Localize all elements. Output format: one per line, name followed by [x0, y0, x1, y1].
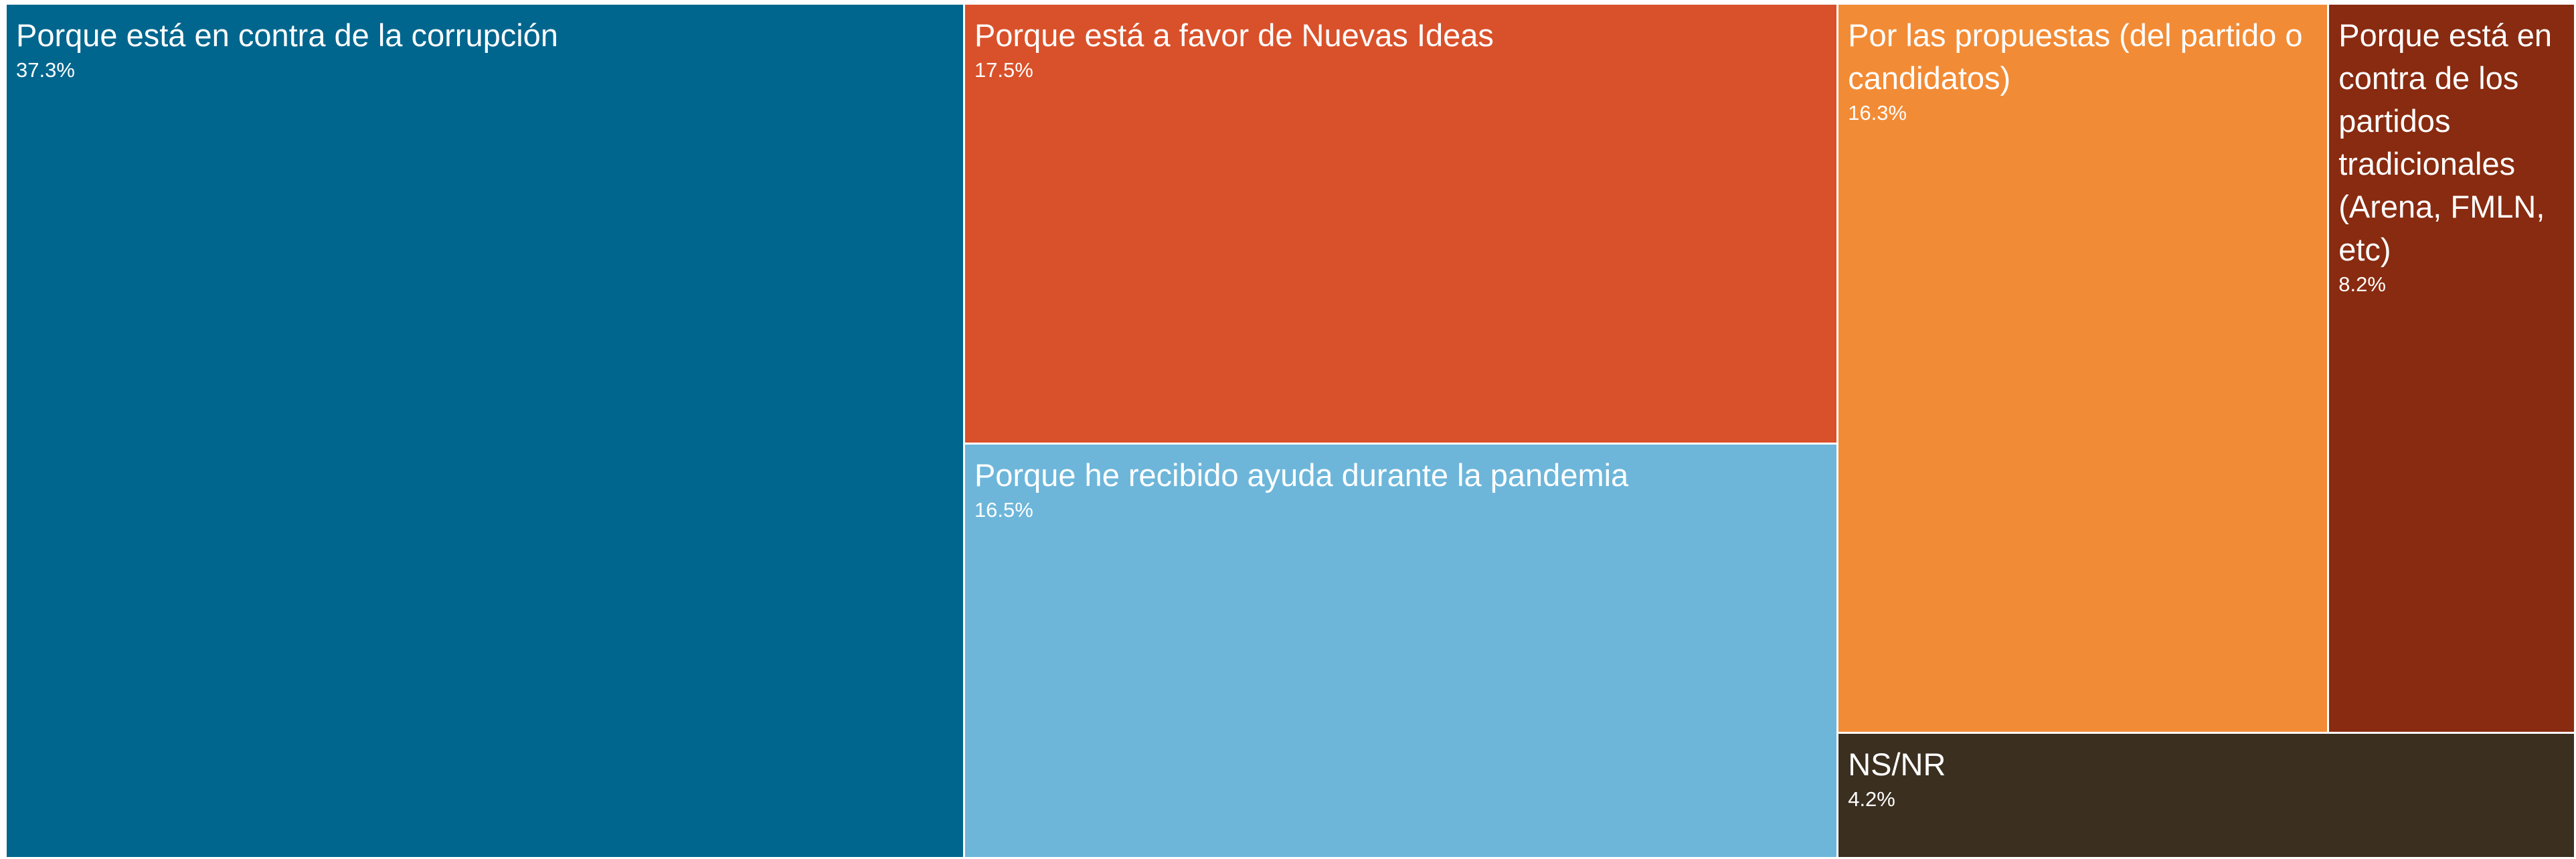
tile-value-label: 8.2%	[2338, 272, 2386, 296]
tile-value-label: 37.3%	[16, 58, 75, 82]
tile-label: NS/NR	[1848, 747, 1946, 783]
tile-label: Porque está en contra de los partidos tr…	[2338, 17, 2553, 267]
tile-value-label: 16.5%	[974, 497, 1033, 522]
tile-value-label: 4.2%	[1848, 787, 1895, 811]
tile: Porque está a favor de Nuevas Ideas 17.5%	[964, 5, 1839, 445]
tile-value-label: 16.3%	[1848, 101, 1907, 125]
tile: Porque he recibido ayuda durante la pand…	[964, 444, 1839, 859]
tile-label: Porque he recibido ayuda durante la pand…	[974, 457, 1629, 493]
tile-label: Por las propuestas (del partido o candid…	[1848, 17, 2303, 96]
tile: NS/NR 4.2%	[1838, 734, 2576, 859]
tile-value-label: 17.5%	[974, 58, 1033, 82]
tile: Por las propuestas (del partido o candid…	[1838, 5, 2330, 734]
tile: Porque está en contra de la corrupción 37…	[7, 5, 965, 859]
tile: Porque está en contra de los partidos tr…	[2329, 5, 2576, 734]
tile-label: Porque está en contra de la corrupción	[16, 17, 558, 53]
tile-label: Porque está a favor de Nuevas Ideas	[974, 17, 1494, 53]
